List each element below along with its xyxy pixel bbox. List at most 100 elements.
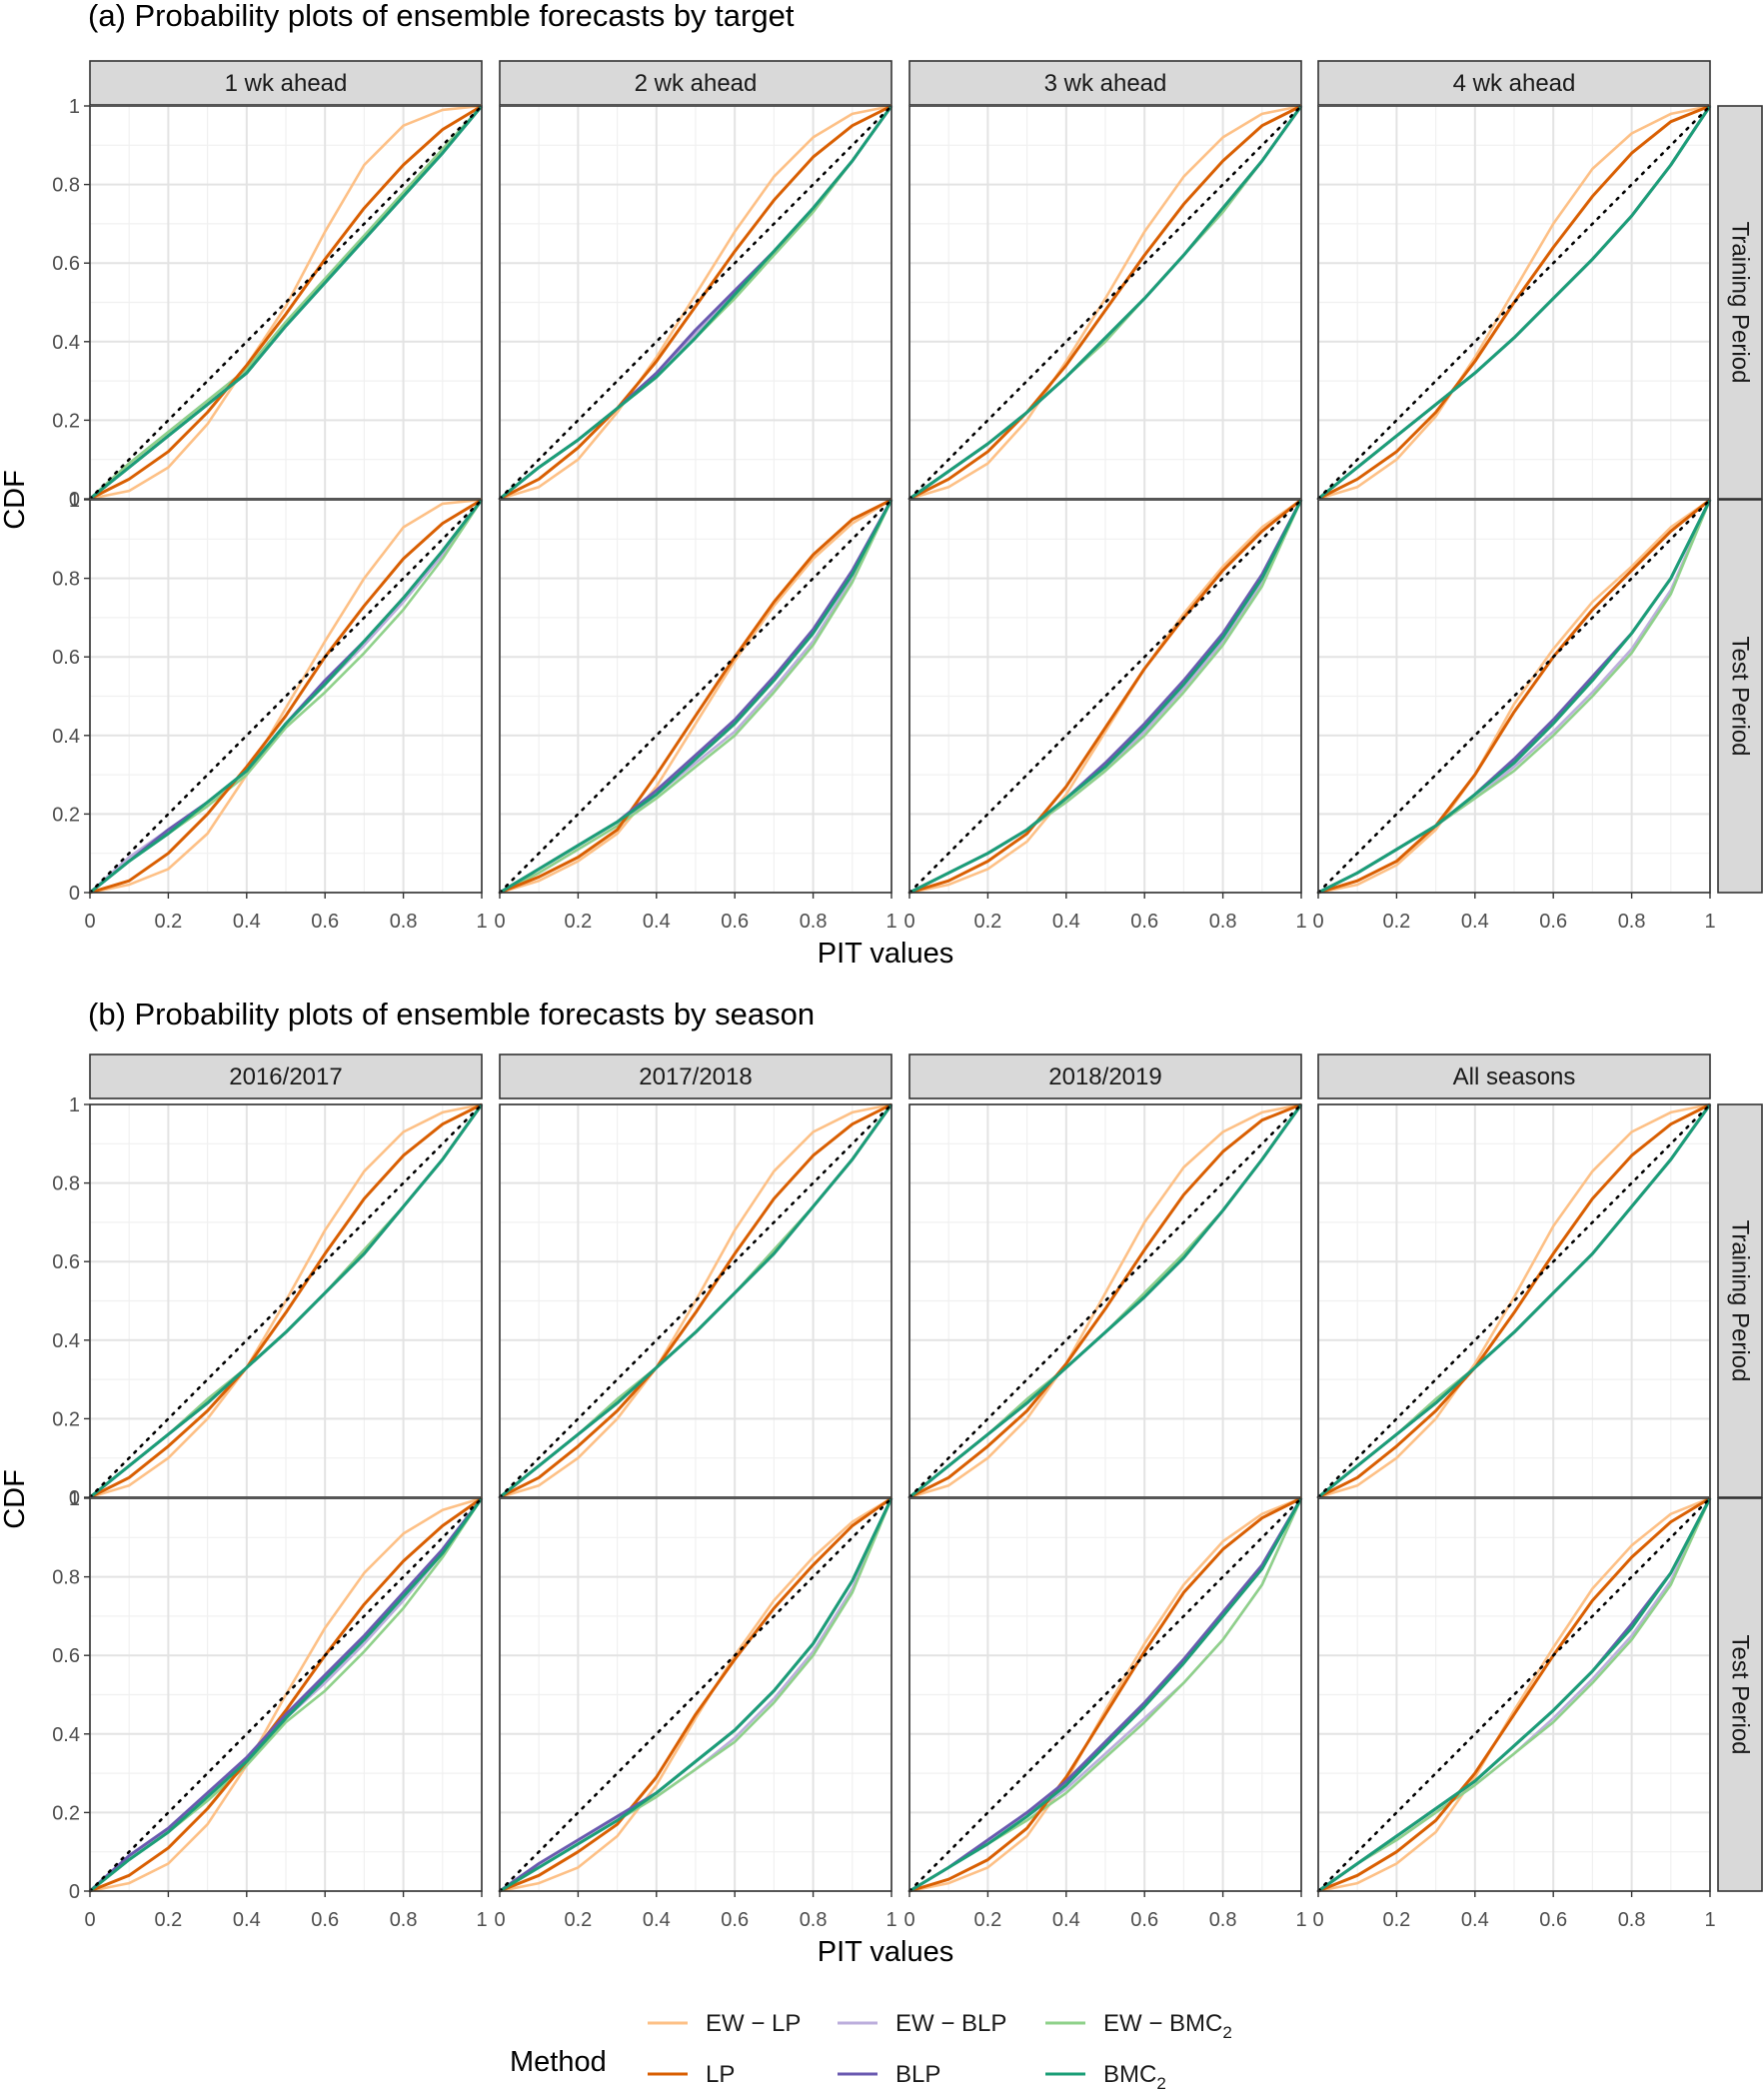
- x-tick-label: 0.6: [1539, 1909, 1567, 1931]
- row-strip-label: Test Period: [1727, 1634, 1754, 1754]
- x-tick-label: 0.8: [1618, 1909, 1646, 1931]
- series-line-lp: [1317, 104, 1711, 501]
- x-tick-label: 0: [84, 1909, 95, 1931]
- x-tick-label: 0.8: [1618, 911, 1646, 933]
- x-tick-label: 1: [885, 1909, 896, 1931]
- x-tick-label: 0: [1312, 911, 1323, 933]
- y-tick-label: 0.2: [52, 804, 80, 826]
- y-tick-label: 0.4: [52, 1330, 80, 1352]
- x-tick-label: 0: [903, 911, 914, 933]
- chart-b-xlabel: PIT values: [818, 1936, 953, 1968]
- series-line-bmc2: [908, 499, 1303, 895]
- series-line-lp: [908, 498, 1302, 895]
- chart-a-ylabel: CDF: [0, 470, 31, 530]
- facet-panel: [1316, 1496, 1712, 1893]
- series-line-ew-lp: [908, 498, 1302, 895]
- chart-a-title: (a) Probability plots of ensemble foreca…: [88, 0, 795, 33]
- x-tick-label: 0.6: [311, 1909, 339, 1931]
- y-tick-label: 1: [69, 1094, 80, 1116]
- series-line-bmc2: [499, 1103, 893, 1499]
- x-tick-label: 0.8: [390, 1909, 418, 1931]
- facet-strip-label: 4 wk ahead: [1453, 70, 1576, 97]
- series-line-ew-lp: [1317, 498, 1711, 895]
- reference-diagonal: [1316, 104, 1712, 501]
- x-tick-label: 0.8: [1209, 911, 1237, 933]
- panel-border: [908, 499, 1302, 894]
- series-line-ew-lp: [89, 1102, 483, 1499]
- facet-panel: [498, 1496, 893, 1893]
- reference-diagonal: [88, 1496, 484, 1893]
- panel-border: [499, 499, 892, 894]
- x-tick-label: 0.8: [390, 911, 418, 933]
- facet-strip-label: 3 wk ahead: [1044, 70, 1167, 97]
- x-tick-label: 0.4: [643, 1909, 671, 1931]
- y-tick-label: 0.4: [52, 332, 80, 354]
- x-tick-label: 0.4: [643, 911, 671, 933]
- x-tick-label: 0: [1312, 1909, 1323, 1931]
- facet-strip: [499, 60, 892, 106]
- x-tick-label: 0.2: [1382, 911, 1410, 933]
- series-line-blp: [88, 1497, 484, 1893]
- series-line-ew-lp: [499, 1102, 892, 1499]
- x-tick-label: 0: [494, 911, 505, 933]
- y-tick-label: 0.6: [52, 647, 80, 669]
- reference-diagonal: [1316, 1496, 1712, 1893]
- reference-diagonal: [88, 104, 484, 501]
- series-line-lp: [908, 1496, 1302, 1893]
- series-line-ew-lp: [1317, 104, 1711, 501]
- chart-b-title: (b) Probability plots of ensemble foreca…: [88, 997, 815, 1032]
- series-line-lp: [1317, 1496, 1711, 1893]
- facet-panel: [907, 498, 1303, 895]
- reference-diagonal: [88, 498, 484, 895]
- series-line-ew-bmc2: [89, 105, 483, 500]
- y-tick-label: 0.8: [52, 569, 80, 591]
- facet-strip: [1317, 1053, 1711, 1099]
- chart-a-facets: 1 wk ahead 2 wk ahead 3 wk ahead 4 wk ahead…: [52, 60, 1763, 933]
- series-line-ew-lp: [89, 1496, 483, 1893]
- x-tick-label: 0: [494, 1909, 505, 1931]
- x-tick-label: 0.8: [1209, 1909, 1237, 1931]
- series-line-lp: [499, 1496, 892, 1893]
- reference-diagonal: [88, 1102, 484, 1499]
- facet-strip-label: 2016/2017: [229, 1063, 342, 1090]
- y-tick-label: 0.2: [52, 1408, 80, 1430]
- series-line-ew-bmc2: [1317, 1497, 1712, 1893]
- reference-diagonal: [1316, 1102, 1712, 1499]
- y-tick-label: 0.2: [52, 410, 80, 432]
- facet-panel: [907, 1102, 1303, 1499]
- y-tick-label: 0.8: [52, 1567, 80, 1589]
- y-tick-label: 0.6: [52, 1251, 80, 1273]
- series-line-bmc2: [908, 1103, 1303, 1499]
- series-line-bmc2: [1317, 1103, 1712, 1499]
- reference-diagonal: [498, 498, 893, 895]
- legend-item: BLP: [838, 2061, 940, 2088]
- x-tick-label: 0.6: [1130, 1909, 1158, 1931]
- row-strip-label: Test Period: [1727, 636, 1754, 756]
- y-tick-label: 0: [69, 883, 80, 905]
- facet-strip: [908, 60, 1302, 106]
- x-tick-label: 0.4: [1461, 1909, 1489, 1931]
- x-tick-label: 1: [476, 1909, 487, 1931]
- series-line-bmc2: [89, 499, 484, 895]
- facet-panel: [907, 104, 1303, 501]
- facet-strip: [908, 1053, 1302, 1099]
- panel-border: [89, 1497, 483, 1892]
- x-tick-label: 1: [885, 911, 896, 933]
- series-line-lp: [1317, 498, 1711, 895]
- series-line-bmc2: [89, 1103, 484, 1499]
- series-line-ew-bmc2: [499, 499, 893, 895]
- y-tick-label: 1: [69, 490, 80, 512]
- series-line-ew-lp: [499, 1496, 892, 1893]
- facet-strip: [499, 1053, 892, 1099]
- y-tick-label: 0.6: [52, 1645, 80, 1667]
- y-tick-label: 0: [69, 489, 80, 511]
- y-tick-label: 1: [69, 96, 80, 118]
- facet-strip-label: 2018/2019: [1048, 1063, 1161, 1090]
- facet-panel: [498, 1102, 893, 1499]
- series-line-bmc2: [499, 1497, 893, 1893]
- legend: Method EW − LP LP EW − BLP BLP EW − BMC2 BMC2: [510, 2010, 1232, 2093]
- row-strip-label: Training Period: [1727, 1220, 1754, 1382]
- legend-item: EW − BMC2: [1045, 2010, 1232, 2042]
- panel-border: [89, 499, 483, 894]
